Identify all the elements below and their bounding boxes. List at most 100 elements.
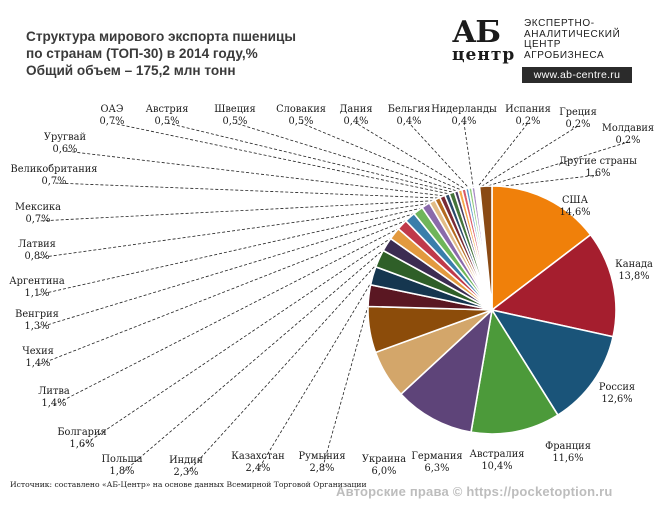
slice-value-нидерланды: 0,4% [452,116,477,127]
slice-label-индия: Индия [169,455,203,466]
slice-value-германия: 6,3% [425,463,450,474]
slice-label-чехия: Чехия [22,346,54,357]
leader-line-чехия [37,218,412,366]
pie-slice-россия [490,308,615,417]
pie-slice-австралия [399,307,494,434]
title-line-2: по странам (ТОП-30) в 2014 году,% [26,46,258,61]
leader-line-великобритания [53,182,444,199]
leader-line-мексика [37,200,439,222]
leader-line-польша [121,245,389,474]
slice-label-великобритания: Великобритания [11,164,98,175]
slice-label-греция: Греция [559,107,597,118]
leader-line-индия [185,259,382,475]
slice-label-бельгия: Бельгия [388,104,430,115]
leader-line-швеция [234,122,461,193]
slice-value-швеция: 0,5% [223,116,248,127]
leader-line-казахстан [257,276,376,471]
leader-line-оаэ [111,122,453,195]
slice-label-латвия: Латвия [18,239,56,250]
slice-label-украина: Украина [362,454,406,465]
slice-label-польша: Польша [102,454,143,465]
slice-value-венгрия: 1,3% [25,321,50,332]
slice-label-румыния: Румыния [298,451,345,462]
slice-value-греция: 0,2% [566,119,591,130]
leader-line-литва [53,225,404,406]
copyright-watermark: Авторские права © https://pocketoption.r… [336,484,613,499]
slice-label-испания: Испания [505,104,551,115]
logo-mark: АБ центр [452,15,518,65]
slice-value-литва: 1,4% [42,398,67,409]
slice-label-литва: Литва [38,386,70,397]
slice-label-аргентина: Аргентина [9,276,65,287]
leader-line-молдавия [478,141,629,190]
logo-text-line-4: АГРОБИЗНЕСА [524,49,605,61]
leader-line-аргентина [36,206,427,296]
title-line-1: Структура мирового экспорта пшеницы [26,29,297,44]
slice-value-австрия: 0,5% [155,116,180,127]
slice-value-россия: 12,6% [601,394,632,405]
pie-slice-франция [470,307,560,435]
slice-value-аргентина: 1,1% [25,288,50,299]
slice-value-мексика: 0,7% [26,214,51,225]
slice-value-франция: 11,6% [552,453,583,464]
leader-line-австрия [166,122,457,194]
logo-text-line-1: ЭКСПЕРТНО- [524,18,595,29]
slice-value-испания: 0,2% [516,116,541,127]
slice-label-оаэ: ОАЭ [101,104,124,115]
leader-line-болгария [81,234,397,447]
leader-line-латвия [36,202,434,259]
slice-value-уругвай: 0,6% [53,144,78,155]
leader-line-румыния [321,295,372,471]
leader-line-венгрия [36,211,420,329]
slice-label-германия: Германия [411,451,462,462]
slice-value-бельгия: 0,4% [397,116,422,127]
leader-line-нидерланды [463,122,474,190]
slice-label-швеция: Швеция [214,104,256,115]
slice-label-сша: США [562,195,589,206]
slice-value-индия: 2,3% [174,467,199,478]
slice-value-оаэ: 0,7% [100,116,125,127]
slice-value-сша: 14,6% [559,207,590,218]
slice-value-румыния: 2,8% [310,463,335,474]
pie-slice-другие-страны [478,185,493,311]
slice-label-словакия: Словакия [276,104,326,115]
leader-line-дания [355,122,468,191]
leader-line-бельгия [408,122,471,191]
logo-url: www.ab-centre.ru [522,67,632,83]
logo-mark-bottom: центр [452,45,516,65]
slice-value-казахстан: 2,4% [246,463,271,474]
slice-label-франция: Франция [545,441,591,452]
slice-value-австралия: 10,4% [481,461,512,472]
logo-mark-top: АБ [452,15,501,50]
slice-value-великобритания: 0,7% [42,176,67,187]
slice-label-болгария: Болгария [57,427,106,438]
logo-text-line-2: АНАЛИТИЧЕСКИЙ [524,28,621,40]
leader-line-другие-страны [485,174,599,189]
slice-label-казахстан: Казахстан [231,451,285,462]
slice-label-другие-страны: Другие страны [559,156,637,167]
title-line-3: Общий объем – 175,2 млн тонн [26,63,236,78]
leader-line-словакия [300,122,465,192]
slice-label-нидерланды: Нидерланды [431,104,497,115]
slice-value-молдавия: 0,2% [616,135,641,146]
slice-value-польша: 1,8% [110,466,135,477]
slice-value-чехия: 1,4% [26,358,51,369]
chart-title: Структура мирового экспорта пшеницы по с… [26,28,356,79]
slice-label-канада: Канада [615,259,653,270]
leader-line-испания [475,122,529,190]
logo-text: ЭКСПЕРТНО- АНАЛИТИЧЕСКИЙ ЦЕНТР АГРОБИЗНЕ… [524,18,654,61]
slice-label-россия: Россия [599,382,635,393]
slice-value-украина: 6,0% [372,466,397,477]
slice-label-мексика: Мексика [15,202,61,213]
source-note: Источник: составлено «АБ-Центр» на основ… [10,480,367,489]
slice-value-другие-страны: 1,6% [586,168,611,179]
logo-text-line-3: ЦЕНТР [524,39,562,50]
pie-slice-сша [491,185,592,312]
slice-label-уругвай: Уругвай [44,132,87,143]
slice-label-молдавия: Молдавия [602,123,654,134]
slice-label-австралия: Австралия [470,449,525,460]
slice-label-дания: Дания [339,104,372,115]
leader-line-уругвай [64,150,448,197]
slice-value-латвия: 0,8% [25,251,50,262]
